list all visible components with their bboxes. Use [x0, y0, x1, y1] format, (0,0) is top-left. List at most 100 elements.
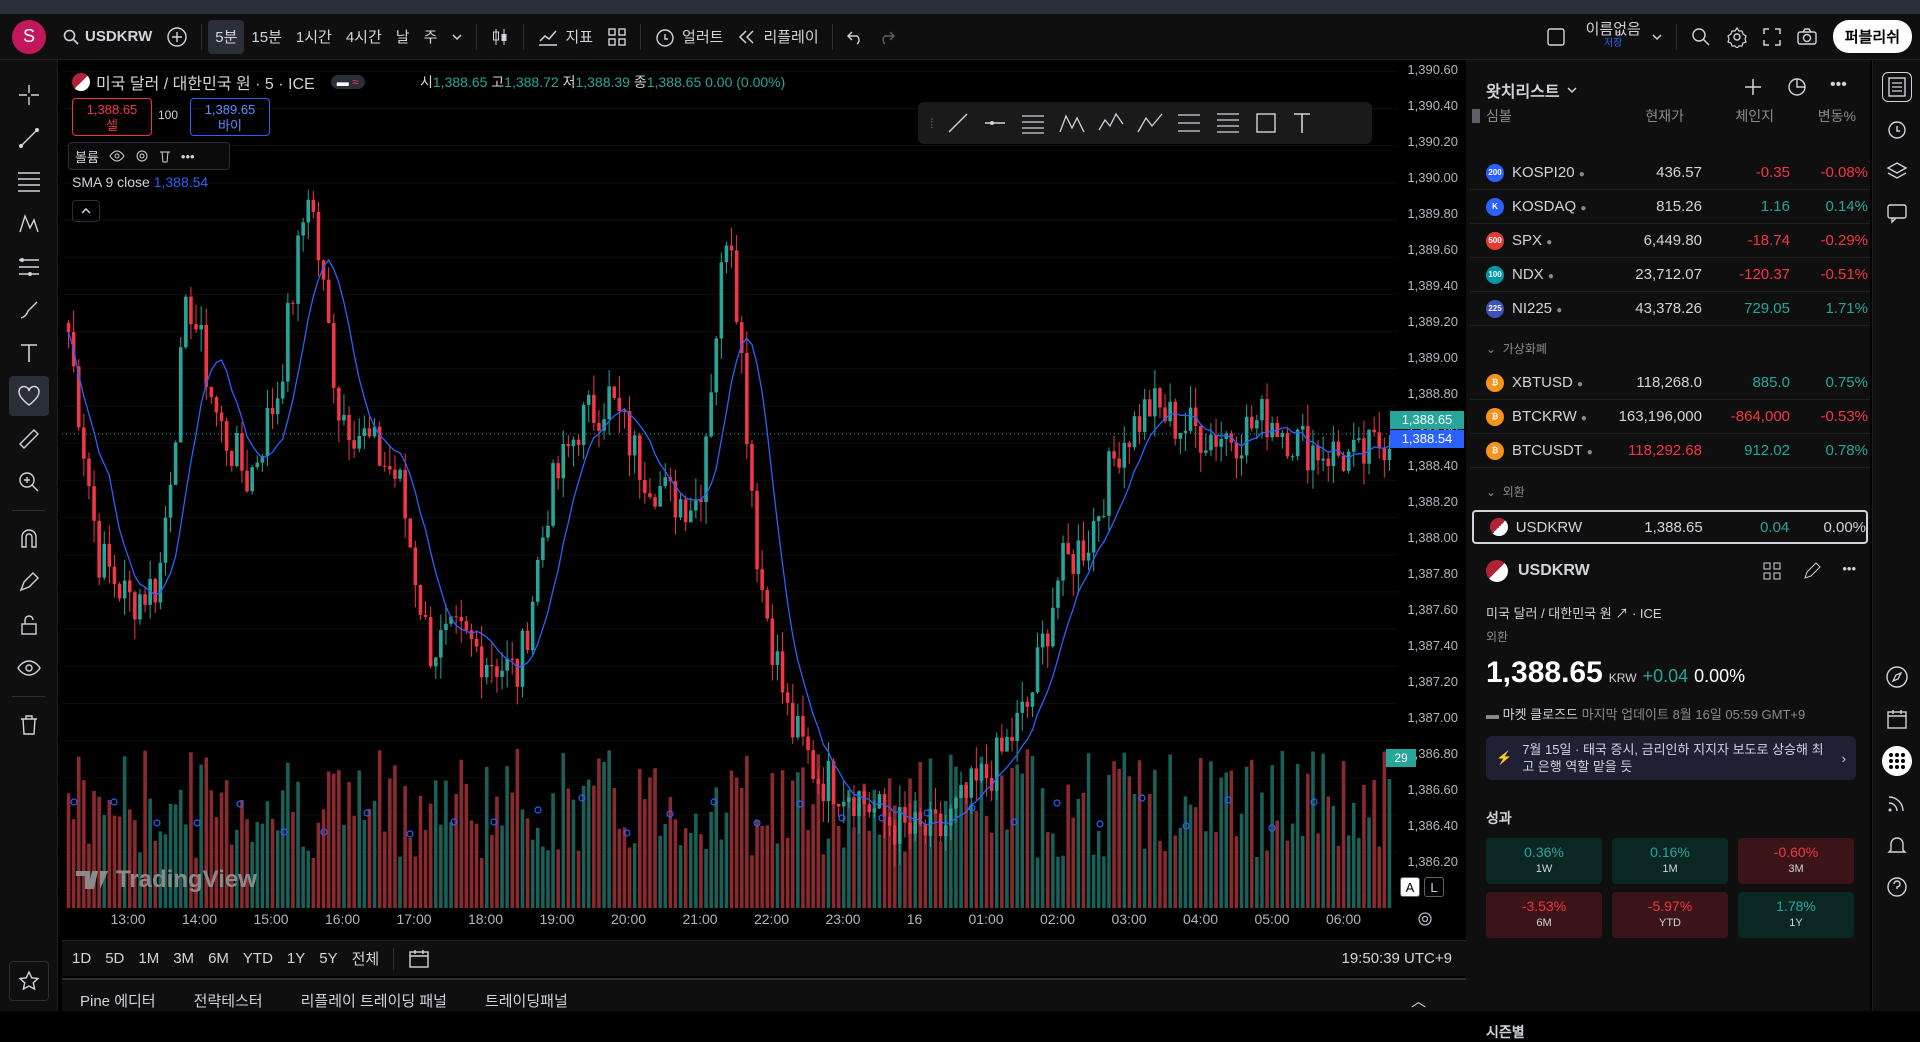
volume-legend[interactable]: 볼륨 •••	[68, 142, 230, 170]
undo-button[interactable]	[839, 20, 871, 54]
header-symbol[interactable]: 심볼	[1486, 108, 1512, 124]
watchlist-toggle[interactable]	[1882, 72, 1912, 102]
trend-line-tool[interactable]	[9, 118, 49, 158]
panel-divider[interactable]	[1466, 60, 1472, 1011]
star-tool[interactable]	[9, 961, 49, 1001]
notifications-toggle[interactable]	[1882, 830, 1912, 860]
performance-cell-1y[interactable]: 1.78% 1Y	[1738, 892, 1854, 938]
sma-legend[interactable]: SMA 9 close 1,388.54	[72, 174, 208, 190]
calendar-toggle[interactable]	[1882, 704, 1912, 734]
abc-wave-icon[interactable]	[1136, 110, 1164, 136]
performance-cell-3m[interactable]: -0.60% 3M	[1738, 838, 1854, 884]
object-tree-toggle[interactable]	[1882, 156, 1912, 186]
price-chart[interactable]	[62, 62, 1398, 908]
favorites-tool[interactable]	[9, 376, 49, 416]
watchlist-row-ndx[interactable]: 100 NDX ● 23,712.07 -120.37 -0.51%	[1470, 258, 1870, 292]
interval-day[interactable]: 날	[395, 29, 410, 46]
watchlist-row-btcusdt[interactable]: ₿ BTCUSDT ● 118,292.68 912.02 0.78%	[1470, 434, 1870, 468]
remove-tool[interactable]	[9, 705, 49, 745]
range-1m[interactable]: 1M	[138, 950, 160, 967]
header-last[interactable]: 현재가	[1645, 108, 1684, 124]
auto-scale-button[interactable]: A	[1400, 877, 1420, 897]
order-quantity[interactable]: 100	[158, 108, 179, 122]
collapse-panel-button[interactable]: ︿	[1410, 993, 1426, 1010]
interval-5m[interactable]: 5분	[208, 19, 245, 54]
fib-retracement-icon[interactable]	[1175, 110, 1203, 136]
hide-tool[interactable]	[9, 648, 49, 688]
gear-icon[interactable]	[135, 149, 149, 163]
brush-tool[interactable]	[9, 290, 49, 330]
external-link-icon[interactable]: ↗	[1615, 606, 1629, 621]
performance-cell-1w[interactable]: 0.36% 1W	[1486, 838, 1602, 884]
user-avatar[interactable]: S	[12, 19, 46, 54]
parallel-lines-icon[interactable]	[1019, 110, 1047, 136]
crosshair-tool[interactable]	[9, 75, 49, 115]
quick-search-button[interactable]	[1683, 20, 1719, 54]
range-1d[interactable]: 1D	[72, 950, 92, 967]
tab-strategy-tester[interactable]: 전략테스터	[193, 993, 263, 1010]
watchlist-row-ni225[interactable]: 225 NI225 ● 43,378.26 729.05 1.71%	[1470, 292, 1870, 326]
more-icon[interactable]: •••	[180, 148, 195, 164]
measure-tool[interactable]	[9, 419, 49, 459]
add-symbol-icon[interactable]	[1742, 76, 1764, 98]
replay-button[interactable]: 리플레이	[730, 20, 825, 54]
more-icon[interactable]: •••	[1830, 76, 1847, 93]
sell-button[interactable]: 1,388.65 셀	[72, 98, 152, 136]
drag-handle-icon[interactable]: ⁞	[930, 115, 934, 131]
interval-4h[interactable]: 4시간	[345, 29, 382, 46]
watchlist-row-usdkrw[interactable]: USDKRW 1,388.65 0.04 0.00%	[1472, 510, 1868, 544]
collapse-legend-button[interactable]	[72, 200, 100, 222]
range-6m[interactable]: 6M	[208, 950, 229, 967]
fib-channel-icon[interactable]	[1214, 110, 1242, 136]
section-fx[interactable]: ⌄ 외환	[1486, 485, 1525, 499]
symbol-search[interactable]: USDKRW	[56, 20, 159, 54]
clock[interactable]: 19:50:39 UTC+9	[1341, 950, 1453, 967]
news-card[interactable]: ⚡ 7월 15일 · 태국 증시, 금리인하 지지자 보도로 상승해 최고 은행…	[1486, 736, 1856, 780]
price-axis[interactable]: 1,390.60 1,390.40 1,390.20 1,390.00 1,389.80…	[1396, 62, 1468, 912]
interval-1h[interactable]: 1시간	[295, 29, 332, 46]
elliott-wave-icon[interactable]	[1097, 110, 1125, 136]
fullscreen-button[interactable]	[1755, 20, 1789, 54]
more-icon[interactable]: •••	[1842, 561, 1856, 576]
eye-icon[interactable]	[109, 150, 125, 162]
stay-drawing-tool[interactable]	[9, 562, 49, 602]
trend-line-icon[interactable]	[945, 110, 971, 136]
chart-type-button[interactable]	[483, 20, 517, 54]
alert-button[interactable]: 얼러트	[647, 20, 730, 54]
watchlist-row-kosdaq[interactable]: K KOSDAQ ● 815.26 1.16 0.14%	[1470, 190, 1870, 224]
text-icon[interactable]	[1290, 110, 1314, 136]
pie-chart-icon[interactable]	[1786, 76, 1808, 98]
interval-week[interactable]: 주	[423, 29, 438, 46]
tab-pine-editor[interactable]: Pine 에디터	[80, 993, 156, 1010]
streams-toggle[interactable]	[1882, 788, 1912, 818]
zoom-tool[interactable]	[9, 462, 49, 502]
fib-tool[interactable]	[9, 161, 49, 201]
rectangle-icon[interactable]	[1253, 110, 1279, 136]
tab-replay-trading[interactable]: 리플레이 트레이딩 패널	[300, 993, 447, 1010]
lock-tool[interactable]	[9, 605, 49, 645]
range-5d[interactable]: 5D	[105, 950, 125, 967]
chat-toggle[interactable]	[1882, 198, 1912, 228]
grid-icon[interactable]	[1762, 561, 1782, 581]
watchlist-row-kospi20[interactable]: 200 KOSPI20 ● 436.57 -0.35 -0.08%	[1470, 156, 1870, 190]
layout-menu[interactable]: 이름없음 저장	[1539, 20, 1670, 54]
ideas-toggle[interactable]	[1882, 662, 1912, 692]
tab-trading-panel[interactable]: 트레이딩패널	[484, 993, 568, 1010]
performance-cell-ytd[interactable]: -5.97% YTD	[1612, 892, 1728, 938]
time-axis[interactable]: 13:00 14:00 15:00 16:00 17:00 18:00 19:00 20:00…	[62, 908, 1398, 930]
settings-button[interactable]	[1719, 20, 1755, 54]
section-crypto[interactable]: ⌄ 가상화폐	[1486, 342, 1547, 356]
magnet-tool[interactable]	[9, 519, 49, 559]
range-5y[interactable]: 5Y	[319, 950, 338, 967]
calendar-range-icon[interactable]	[408, 949, 430, 969]
watchlist-row-xbtusd[interactable]: ₿ XBTUSD ● 118,268.0 885.0 0.75%	[1470, 366, 1870, 400]
header-change[interactable]: 체인지	[1735, 108, 1774, 124]
buy-button[interactable]: 1,389.65 바이	[190, 98, 270, 136]
compare-button[interactable]	[159, 20, 195, 54]
pattern-tool[interactable]	[9, 204, 49, 244]
templates-button[interactable]	[600, 20, 634, 54]
interval-dropdown[interactable]	[444, 20, 470, 54]
chart-pane[interactable]	[62, 62, 1466, 940]
help-toggle[interactable]	[1882, 872, 1912, 902]
range-1y[interactable]: 1Y	[286, 950, 306, 967]
